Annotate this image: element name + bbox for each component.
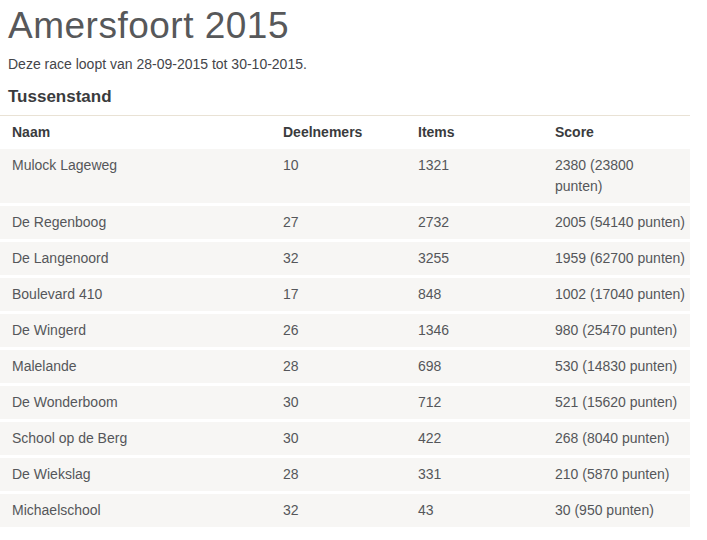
table-row: De Wonderboom 30 712 521 (15620 punten) bbox=[0, 385, 690, 421]
cell-naam: Mulock Lageweg bbox=[0, 149, 271, 205]
cell-deelnemers: 27 bbox=[271, 205, 406, 241]
race-page: Amersfoort 2015 Deze race loopt van 28-0… bbox=[0, 4, 707, 530]
cell-score: 980 (25470 punten) bbox=[543, 313, 690, 349]
standings-table: Naam Deelnemers Items Score Mulock Lagew… bbox=[0, 115, 690, 530]
cell-score: 2005 (54140 punten) bbox=[543, 205, 690, 241]
cell-naam: De Regenboog bbox=[0, 205, 271, 241]
cell-items: 422 bbox=[406, 421, 543, 457]
cell-items: 3255 bbox=[406, 241, 543, 277]
cell-score: 2380 (23800 punten) bbox=[543, 149, 690, 205]
cell-naam: De Wonderboom bbox=[0, 385, 271, 421]
cell-items: 43 bbox=[406, 493, 543, 529]
cell-items: 712 bbox=[406, 385, 543, 421]
cell-naam: Boulevard 410 bbox=[0, 277, 271, 313]
cell-score: 530 (14830 punten) bbox=[543, 349, 690, 385]
table-row: De Wingerd 26 1346 980 (25470 punten) bbox=[0, 313, 690, 349]
section-heading-tussenstand: Tussenstand bbox=[8, 87, 707, 107]
cell-deelnemers: 17 bbox=[271, 277, 406, 313]
column-header-score: Score bbox=[543, 116, 690, 150]
table-row: School op de Berg 30 422 268 (8040 punte… bbox=[0, 421, 690, 457]
cell-score: 30 (950 punten) bbox=[543, 493, 690, 529]
table-row: Mulock Lageweg 10 1321 2380 (23800 punte… bbox=[0, 149, 690, 205]
cell-deelnemers: 26 bbox=[271, 313, 406, 349]
cell-naam: School op de Berg bbox=[0, 421, 271, 457]
cell-naam: Michaelschool bbox=[0, 493, 271, 529]
table-row: Michaelschool 32 43 30 (950 punten) bbox=[0, 493, 690, 529]
cell-naam: De Langenoord bbox=[0, 241, 271, 277]
cell-items: 698 bbox=[406, 349, 543, 385]
cell-score: 1959 (62700 punten) bbox=[543, 241, 690, 277]
table-row: Malelande 28 698 530 (14830 punten) bbox=[0, 349, 690, 385]
cell-deelnemers: 28 bbox=[271, 457, 406, 493]
race-period-text: Deze race loopt van 28-09-2015 tot 30-10… bbox=[8, 56, 707, 73]
cell-items: 2732 bbox=[406, 205, 543, 241]
table-row: Boulevard 410 17 848 1002 (17040 punten) bbox=[0, 277, 690, 313]
cell-naam: Malelande bbox=[0, 349, 271, 385]
cell-deelnemers: 30 bbox=[271, 421, 406, 457]
cell-deelnemers: 32 bbox=[271, 493, 406, 529]
cell-deelnemers: 10 bbox=[271, 149, 406, 205]
cell-score: 268 (8040 punten) bbox=[543, 421, 690, 457]
cell-naam: De Wiekslag bbox=[0, 457, 271, 493]
column-header-naam: Naam bbox=[0, 116, 271, 150]
cell-naam: De Wingerd bbox=[0, 313, 271, 349]
table-row: De Regenboog 27 2732 2005 (54140 punten) bbox=[0, 205, 690, 241]
table-header-row: Naam Deelnemers Items Score bbox=[0, 116, 690, 150]
cell-deelnemers: 30 bbox=[271, 385, 406, 421]
table-row: De Langenoord 32 3255 1959 (62700 punten… bbox=[0, 241, 690, 277]
column-header-deelnemers: Deelnemers bbox=[271, 116, 406, 150]
cell-items: 848 bbox=[406, 277, 543, 313]
cell-deelnemers: 32 bbox=[271, 241, 406, 277]
cell-items: 1346 bbox=[406, 313, 543, 349]
cell-deelnemers: 28 bbox=[271, 349, 406, 385]
cell-items: 331 bbox=[406, 457, 543, 493]
cell-items: 1321 bbox=[406, 149, 543, 205]
cell-score: 521 (15620 punten) bbox=[543, 385, 690, 421]
table-row: De Wiekslag 28 331 210 (5870 punten) bbox=[0, 457, 690, 493]
cell-score: 210 (5870 punten) bbox=[543, 457, 690, 493]
cell-score: 1002 (17040 punten) bbox=[543, 277, 690, 313]
page-title: Amersfoort 2015 bbox=[8, 4, 707, 48]
column-header-items: Items bbox=[406, 116, 543, 150]
